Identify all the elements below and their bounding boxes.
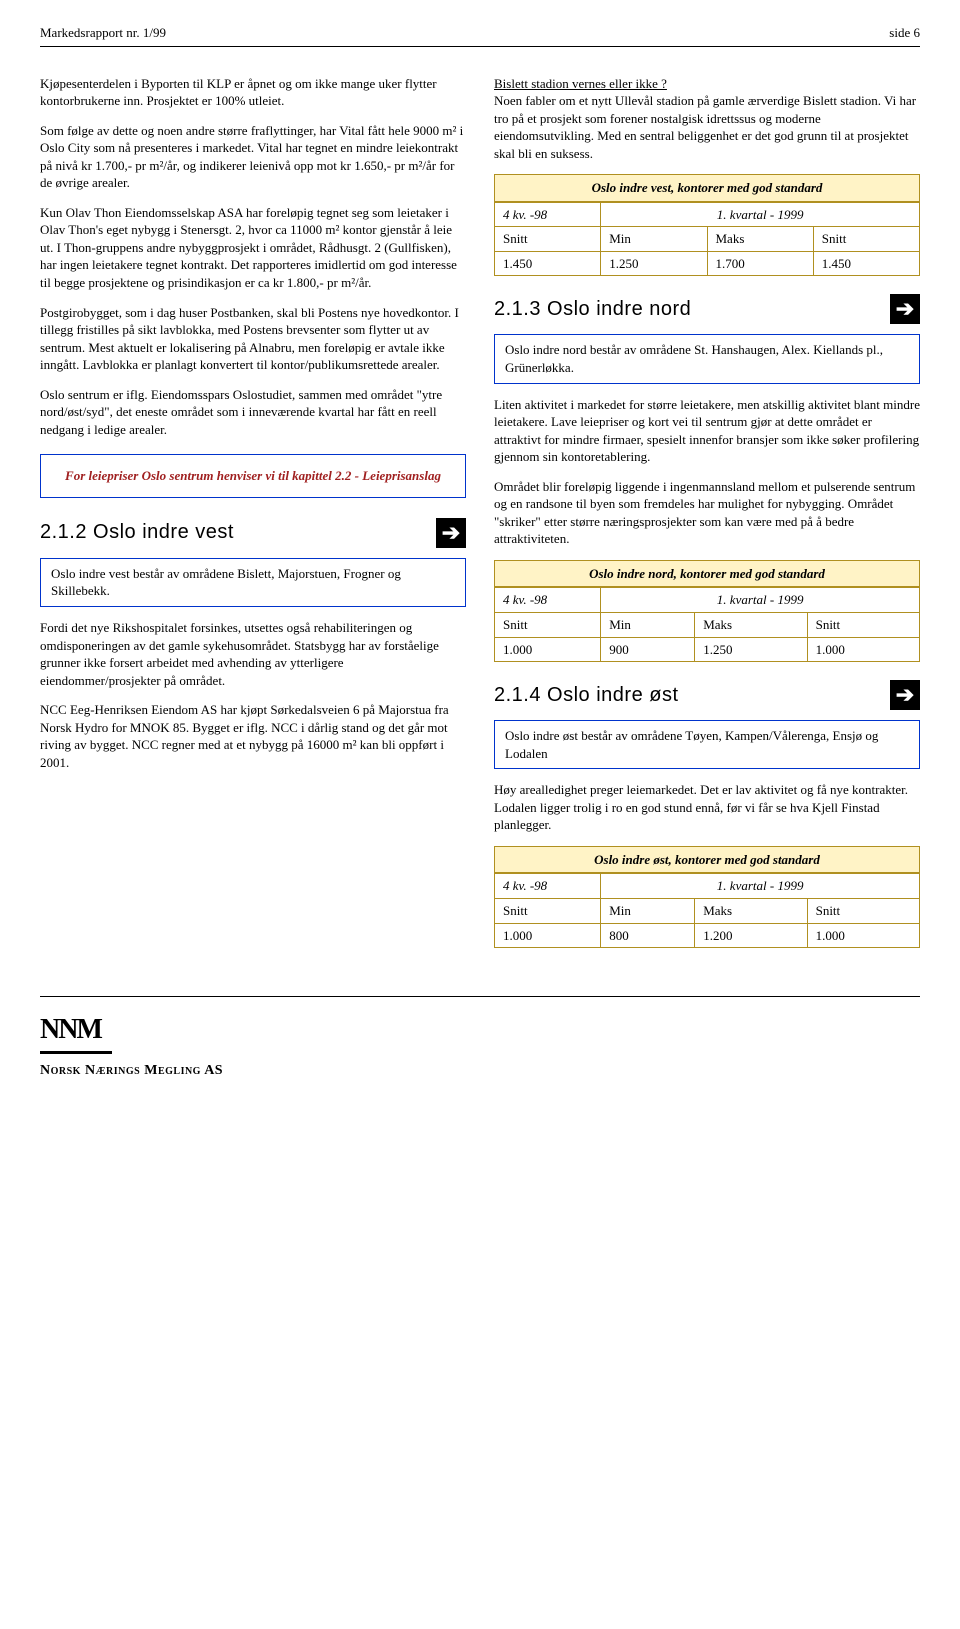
table-cell: 4 kv. -98 [495,202,601,227]
logo-company-name: Norsk Nærings Megling AS [40,1062,920,1081]
table-row: 4 kv. -98 1. kvartal - 1999 [495,874,920,899]
heading-213: 2.1.3 Oslo indre nord [494,296,691,323]
table-cell: 1.250 [601,251,707,276]
page-footer: NNM Norsk Nærings Megling AS [40,996,920,1081]
table-indre-ost: Oslo indre øst, kontorer med god standar… [494,846,920,948]
table-row: 1.000 800 1.200 1.000 [495,923,920,948]
table-row: Snitt Min Maks Snitt [495,898,920,923]
paragraph: Kjøpesenterdelen i Byporten til KLP er å… [40,75,466,110]
left-column: Kjøpesenterdelen i Byporten til KLP er å… [40,75,466,967]
table-cell: Snitt [813,227,919,252]
arrow-right-icon: ➔ [890,294,920,324]
paragraph: Bislett stadion vernes eller ikke ? Noen… [494,75,920,163]
page-header: Markedsrapport nr. 1/99 side 6 [40,24,920,47]
area-definition-box: Oslo indre øst består av områdene Tøyen,… [494,720,920,769]
table-row: 4 kv. -98 1. kvartal - 1999 [495,202,920,227]
table-cell: 4 kv. -98 [495,588,601,613]
table-cell: Maks [707,227,813,252]
table-cell: Min [601,227,707,252]
table-indre-vest: Oslo indre vest, kontorer med god standa… [494,174,920,276]
table-cell: Snitt [807,613,919,638]
table-row: Snitt Min Maks Snitt [495,227,920,252]
two-column-layout: Kjøpesenterdelen i Byporten til KLP er å… [40,75,920,967]
paragraph: Området blir foreløpig liggende i ingenm… [494,478,920,548]
paragraph: Høy arealledighet preger leiemarkedet. D… [494,781,920,834]
heading-214: 2.1.4 Oslo indre øst [494,682,679,709]
table-title: Oslo indre nord, kontorer med god standa… [494,560,920,588]
table-cell: Maks [695,898,807,923]
paragraph: Liten aktivitet i markedet for større le… [494,396,920,466]
paragraph: Kun Olav Thon Eiendomsselskap ASA har fo… [40,204,466,292]
area-definition-box: Oslo indre nord består av områdene St. H… [494,334,920,383]
section-heading-row: 2.1.2 Oslo indre vest ➔ [40,518,466,548]
header-left: Markedsrapport nr. 1/99 [40,24,166,42]
callout-text: For leiepriser Oslo sentrum henviser vi … [65,468,441,483]
underlined-lead: Bislett stadion vernes eller ikke ? [494,76,667,91]
table-cell: 1.450 [813,251,919,276]
paragraph: Fordi det nye Rikshospitalet forsinkes, … [40,619,466,689]
table-cell: 1.000 [807,637,919,662]
table-row: 4 kv. -98 1. kvartal - 1999 [495,588,920,613]
table-cell: Min [601,898,695,923]
table-cell: 800 [601,923,695,948]
header-right: side 6 [889,24,920,42]
table-cell: Snitt [807,898,919,923]
data-table: 4 kv. -98 1. kvartal - 1999 Snitt Min Ma… [494,873,920,948]
table-cell: Snitt [495,227,601,252]
table-cell: 1. kvartal - 1999 [601,588,920,613]
table-row: 1.450 1.250 1.700 1.450 [495,251,920,276]
area-definition-box: Oslo indre vest består av områdene Bisle… [40,558,466,607]
logo-underline [40,1051,112,1054]
table-cell: 900 [601,637,695,662]
paragraph: Oslo sentrum er iflg. Eiendomsspars Oslo… [40,386,466,439]
table-cell: 1.200 [695,923,807,948]
section-heading-row: 2.1.4 Oslo indre øst ➔ [494,680,920,710]
company-logo: NNM Norsk Nærings Megling AS [40,1011,920,1081]
paragraph: Som følge av dette og noen andre større … [40,122,466,192]
table-row: 1.000 900 1.250 1.000 [495,637,920,662]
callout-box: For leiepriser Oslo sentrum henviser vi … [40,454,466,498]
table-row: Snitt Min Maks Snitt [495,613,920,638]
arrow-right-icon: ➔ [436,518,466,548]
table-cell: 1. kvartal - 1999 [601,202,920,227]
table-title: Oslo indre øst, kontorer med god standar… [494,846,920,874]
paragraph: Postgirobygget, som i dag huser Postbank… [40,304,466,374]
table-cell: Min [601,613,695,638]
table-cell: Maks [695,613,807,638]
paragraph-text: Noen fabler om et nytt Ullevål stadion p… [494,93,916,161]
arrow-right-icon: ➔ [890,680,920,710]
table-cell: 1.450 [495,251,601,276]
table-indre-nord: Oslo indre nord, kontorer med god standa… [494,560,920,662]
table-cell: 1. kvartal - 1999 [601,874,920,899]
table-cell: 4 kv. -98 [495,874,601,899]
table-cell: Snitt [495,613,601,638]
data-table: 4 kv. -98 1. kvartal - 1999 Snitt Min Ma… [494,202,920,277]
table-cell: 1.700 [707,251,813,276]
table-cell: 1.000 [807,923,919,948]
logo-mark: NNM [40,1011,112,1054]
table-cell: 1.000 [495,637,601,662]
right-column: Bislett stadion vernes eller ikke ? Noen… [494,75,920,967]
table-cell: 1.250 [695,637,807,662]
paragraph: NCC Eeg-Henriksen Eiendom AS har kjøpt S… [40,701,466,771]
table-cell: 1.000 [495,923,601,948]
data-table: 4 kv. -98 1. kvartal - 1999 Snitt Min Ma… [494,587,920,662]
table-cell: Snitt [495,898,601,923]
heading-212: 2.1.2 Oslo indre vest [40,519,234,546]
logo-letters: NNM [40,1011,112,1049]
section-heading-row: 2.1.3 Oslo indre nord ➔ [494,294,920,324]
logo-name-suffix: AS [201,1063,223,1078]
logo-name-main: Norsk Nærings Megling [40,1063,201,1078]
table-title: Oslo indre vest, kontorer med god standa… [494,174,920,202]
